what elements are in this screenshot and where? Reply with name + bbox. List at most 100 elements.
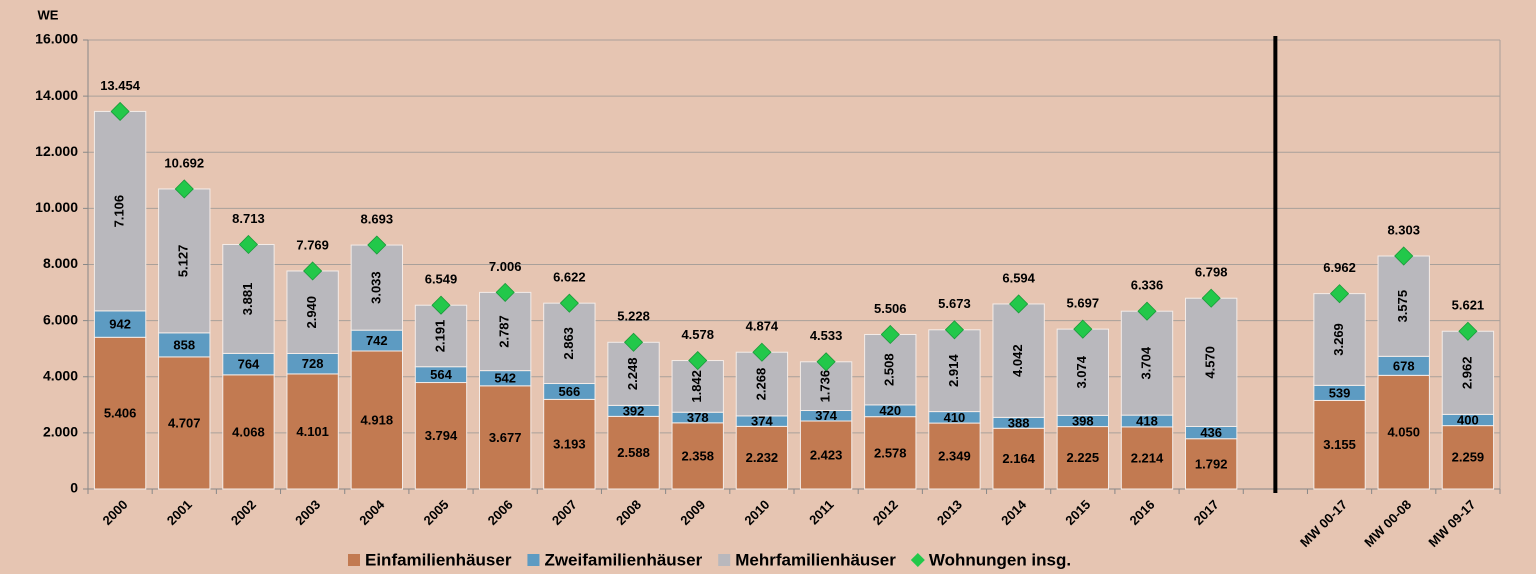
x-tick-label: MW 00-08 <box>1361 497 1414 550</box>
data-label: 4.578 <box>681 327 714 342</box>
data-label: 418 <box>1136 413 1158 428</box>
y-tick-label: 8.000 <box>43 255 78 271</box>
data-label: 13.454 <box>100 78 141 93</box>
total-marker <box>688 350 708 371</box>
x-tick-label: 2013 <box>934 497 965 528</box>
bar-segment <box>414 304 468 368</box>
x-tick-label: 2014 <box>998 496 1030 528</box>
bar-segment <box>1377 255 1430 357</box>
data-label: 2.164 <box>1002 451 1035 466</box>
data-label: 5.228 <box>617 309 650 324</box>
x-tick-label: 2012 <box>870 497 901 528</box>
x-tick-label: 2003 <box>292 497 323 528</box>
bar-segment <box>607 341 660 406</box>
data-label: 3.677 <box>489 430 522 445</box>
bar-segment <box>671 422 724 490</box>
bar-segment <box>414 382 468 490</box>
data-label: 678 <box>1393 358 1415 373</box>
data-label: 374 <box>751 414 773 429</box>
bar-segment <box>543 302 596 385</box>
x-tick-label: 2006 <box>485 497 516 528</box>
data-label: 566 <box>559 384 581 399</box>
data-label: 6.622 <box>553 270 586 285</box>
data-label: 3.704 <box>1138 346 1153 379</box>
data-label: 2.248 <box>625 358 640 391</box>
legend-label: Zweifamilienhäuser <box>544 550 702 569</box>
total-marker <box>495 282 515 302</box>
data-label: 398 <box>1072 413 1094 428</box>
total-marker <box>1458 321 1478 341</box>
bar-segment <box>928 329 981 413</box>
x-tick-label: 2015 <box>1062 497 1093 528</box>
bar-segment <box>864 333 917 406</box>
data-label: 728 <box>302 356 324 371</box>
data-label: 8.303 <box>1387 222 1420 237</box>
bar-segment <box>350 350 403 490</box>
legend-marker <box>910 553 925 567</box>
total-marker <box>1009 294 1029 314</box>
data-label: 2.914 <box>946 354 961 387</box>
data-label: 4.874 <box>746 319 779 334</box>
bar-segment <box>350 244 403 331</box>
total-marker <box>303 261 323 281</box>
total-marker <box>238 234 259 255</box>
data-label: 6.594 <box>1002 270 1035 285</box>
data-label: 4.918 <box>361 412 394 427</box>
bar-segment <box>1441 330 1495 415</box>
data-label: 2.962 <box>1459 357 1474 390</box>
total-marker <box>623 332 644 352</box>
x-tick-label: 2010 <box>741 497 772 528</box>
x-tick-label: 2000 <box>100 497 131 528</box>
legend-marker <box>348 554 360 566</box>
bar-segment <box>1313 399 1366 490</box>
data-label: 378 <box>687 410 709 425</box>
bar-segment <box>93 110 147 312</box>
y-tick-label: 6.000 <box>43 311 78 327</box>
x-tick-label: 2008 <box>613 497 644 528</box>
data-label: 6.549 <box>425 272 458 287</box>
data-label: 2.787 <box>497 315 512 348</box>
data-label: 3.033 <box>368 271 383 304</box>
data-label: 3.881 <box>240 283 255 316</box>
legend-label: Mehrfamilienhäuser <box>735 550 896 569</box>
data-label: 2.232 <box>746 450 779 465</box>
y-tick-label: 2.000 <box>43 424 78 440</box>
x-tick-label: 2017 <box>1191 497 1222 528</box>
data-label: 5.506 <box>874 301 907 316</box>
data-label: 7.106 <box>112 195 127 228</box>
data-label: 2.508 <box>882 353 897 386</box>
total-marker <box>1329 284 1350 304</box>
data-label: 1.792 <box>1195 456 1228 471</box>
y-tick-label: 14.000 <box>35 87 78 103</box>
data-label: 3.074 <box>1074 355 1089 388</box>
y-axis-label: WE <box>38 7 59 22</box>
legend-marker <box>527 554 540 566</box>
data-label: 6.336 <box>1131 278 1164 293</box>
data-label: 6.962 <box>1323 260 1356 275</box>
data-label: 564 <box>430 367 452 382</box>
total-marker <box>880 324 900 345</box>
total-marker <box>559 293 579 313</box>
data-label: 858 <box>173 337 195 352</box>
data-label: 3.575 <box>1395 290 1410 323</box>
data-label: 8.713 <box>232 211 265 226</box>
bar-segment <box>735 425 789 490</box>
data-label: 2.578 <box>874 445 907 460</box>
x-tick-label: MW 09-17 <box>1425 497 1478 550</box>
x-tick-label: 2007 <box>549 497 580 528</box>
data-label: 742 <box>366 333 388 348</box>
data-label: 5.621 <box>1452 298 1485 313</box>
data-label: 2.940 <box>304 296 319 329</box>
bar-segment <box>1120 310 1174 416</box>
data-label: 1.736 <box>818 370 833 403</box>
data-label: 7.769 <box>296 237 329 252</box>
data-label: 4.068 <box>232 424 265 439</box>
total-marker <box>367 235 387 255</box>
data-label: 4.570 <box>1203 346 1218 379</box>
data-label: 374 <box>815 408 837 423</box>
total-marker <box>1394 246 1414 266</box>
data-label: 6.798 <box>1195 265 1228 280</box>
data-label: 1.842 <box>689 370 704 403</box>
data-label: 2.268 <box>753 368 768 401</box>
